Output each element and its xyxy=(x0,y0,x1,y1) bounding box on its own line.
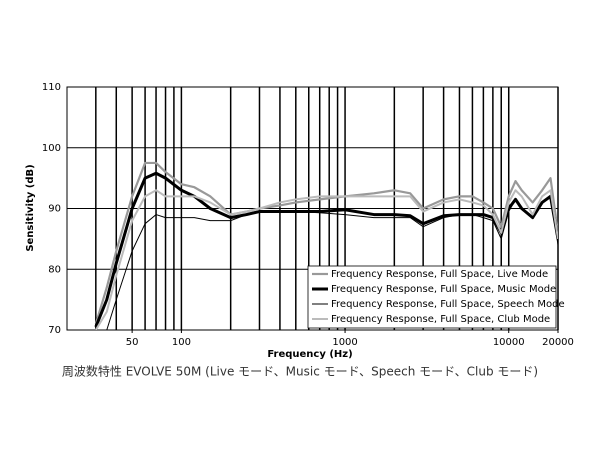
y-tick-label: 70 xyxy=(48,325,61,336)
legend-label: Frequency Response, Full Space, Music Mo… xyxy=(331,284,556,295)
series-line xyxy=(94,171,558,328)
caption: 周波数特性 EVOLVE 50M (Live モード、Music モード、Spe… xyxy=(62,364,538,379)
x-tick-label: 1000 xyxy=(332,337,357,348)
x-axis-title: Frequency (Hz) xyxy=(267,349,352,360)
series-line xyxy=(106,195,558,330)
x-tick-label: 10000 xyxy=(493,337,525,348)
y-tick-label: 110 xyxy=(42,82,61,93)
legend-label: Frequency Response, Full Space, Club Mod… xyxy=(331,314,550,325)
plot-lines xyxy=(94,161,558,330)
series-line xyxy=(94,161,558,325)
x-tick-label: 100 xyxy=(172,337,191,348)
series-line xyxy=(94,189,558,330)
legend-label: Frequency Response, Full Space, Speech M… xyxy=(331,299,565,310)
x-tick-label: 50 xyxy=(126,337,139,348)
y-tick-label: 90 xyxy=(48,204,61,215)
y-tick-label: 100 xyxy=(42,143,61,154)
legend-label: Frequency Response, Full Space, Live Mod… xyxy=(331,269,548,280)
plot-frame xyxy=(66,86,559,331)
legend-box xyxy=(307,265,557,329)
y-axis-title: Sensitivity (dB) xyxy=(25,164,36,251)
x-tick-label: 20000 xyxy=(542,337,574,348)
y-tick-label: 80 xyxy=(48,264,61,275)
